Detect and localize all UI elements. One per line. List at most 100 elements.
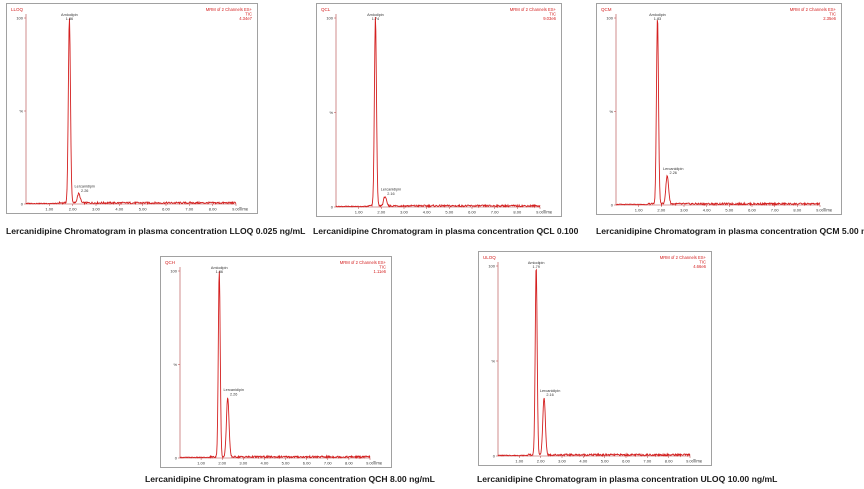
x-tick-label: 3.00 (400, 210, 409, 215)
x-tick-label: 1.00 (45, 207, 54, 212)
intensity-label: 1.11e6 (374, 269, 387, 274)
peak-rt-label: 2.26 (670, 171, 677, 175)
y-tick-label: % (609, 109, 613, 114)
y-tick-label: % (19, 109, 23, 114)
chromatogram-panel-qcl: QCL MRM of 2 Channels ES+ TIC 9.03e6 0% 100 1.… (316, 3, 562, 217)
sample-label: QCL (321, 7, 331, 12)
chromatogram-trace (25, 18, 237, 206)
x-tick-label: 6.00 (468, 210, 477, 215)
mrm-header: MRM of 2 Channels ES+ (790, 7, 837, 12)
x-axis-label: Time (543, 210, 553, 215)
y-tick-label: 100 (16, 16, 23, 21)
x-tick-label: 5.00 (601, 459, 610, 464)
peak-name-label: Amlodipin (211, 266, 228, 270)
peak-name-label: Lercanidipin (223, 388, 243, 392)
chromatogram-trace (497, 268, 691, 458)
x-tick-label: 6.00 (162, 207, 171, 212)
x-tick-label: 7.00 (324, 461, 333, 466)
peak-name-label: Amlodipin (367, 13, 384, 17)
chromatogram-trace (179, 271, 371, 460)
x-tick-label: 9.00 (816, 208, 825, 213)
x-tick-label: 4.00 (579, 459, 588, 464)
y-tick-label: % (491, 359, 495, 364)
x-tick-label: 8.00 (793, 208, 802, 213)
y-tick-label: % (173, 362, 177, 367)
peak-rt-label: 2.26 (230, 392, 237, 396)
y-tick-label: 0 (21, 202, 24, 207)
x-tick-label: 6.00 (748, 208, 757, 213)
tic-label: TIC (379, 265, 386, 270)
x-tick-label: 2.00 (377, 210, 386, 215)
tic-label: TIC (829, 12, 836, 17)
peak-rt-label: 1.86 (216, 270, 223, 274)
x-tick-label: 8.00 (345, 461, 354, 466)
mrm-header: MRM of 2 Channels ES+ (510, 7, 557, 12)
chart-frame (6, 3, 258, 214)
x-tick-label: 3.00 (92, 207, 101, 212)
x-tick-label: 5.00 (139, 207, 148, 212)
sample-label: LLOQ (11, 7, 24, 12)
chromatogram-panel-qch: QCH MRM of 2 Channels ES+ TIC 1.11e6 0% 100 1.… (160, 256, 392, 468)
tic-label: TIC (699, 260, 706, 265)
figure-caption: Lercanidipine Chromatogram in plasma con… (313, 226, 579, 236)
tic-label: TIC (549, 12, 556, 17)
chromatogram-trace (615, 20, 821, 207)
x-tick-label: 4.00 (703, 208, 712, 213)
x-tick-label: 2.00 (657, 208, 666, 213)
y-tick-label: 100 (170, 269, 177, 274)
peak-rt-label: 2.16 (387, 192, 394, 196)
intensity-label: 2.35e6 (823, 16, 836, 21)
intensity-label: 4.66e6 (693, 264, 706, 269)
x-tick-label: 4.00 (115, 207, 124, 212)
mrm-header: MRM of 2 Channels ES+ (660, 255, 707, 260)
x-tick-label: 4.00 (261, 461, 270, 466)
x-tick-label: 2.00 (69, 207, 78, 212)
intensity-label: 4.34e7 (239, 16, 252, 21)
peak-name-label: Amlodipin (528, 261, 545, 265)
y-tick-label: 100 (488, 264, 495, 269)
x-tick-label: 1.00 (197, 461, 206, 466)
chromatogram-panel-lloq: LLOQ MRM of 2 Channels ES+ TIC 4.34e7 0% 100 1… (6, 3, 258, 214)
chromatogram-panel-qcm: QCM MRM of 2 Channels ES+ TIC 2.35e6 0% 100 1.… (596, 3, 842, 215)
x-tick-label: 7.00 (185, 207, 194, 212)
mrm-header: MRM of 2 Channels ES+ (206, 7, 253, 12)
y-tick-label: 0 (611, 203, 614, 208)
x-axis-label: Time (693, 459, 703, 464)
sample-label: QCH (165, 260, 175, 265)
peak-rt-label: 1.79 (532, 265, 539, 269)
peak-name-label: Lercanidipin (381, 188, 401, 192)
x-tick-label: 4.00 (423, 210, 432, 215)
x-axis-label: Time (823, 208, 833, 213)
chart-frame (160, 256, 392, 468)
peak-name-label: Lercanidipin (540, 389, 560, 393)
x-tick-label: 8.00 (209, 207, 218, 212)
peak-rt-label: 2.26 (81, 189, 88, 193)
peak-name-label: Lercanidipin (663, 167, 683, 171)
peak-name-label: Amlodipin (61, 13, 78, 17)
x-tick-label: 3.00 (239, 461, 248, 466)
peak-rt-label: 1.83 (654, 17, 661, 21)
x-tick-label: 3.00 (680, 208, 689, 213)
mrm-header: MRM of 2 Channels ES+ (340, 260, 387, 265)
x-tick-label: 9.00 (536, 210, 545, 215)
y-tick-label: % (329, 110, 333, 115)
x-tick-label: 9.00 (686, 459, 695, 464)
peak-rt-label: 1.86 (66, 17, 73, 21)
chart-frame (478, 251, 712, 466)
x-tick-label: 2.00 (537, 459, 546, 464)
chart-frame (596, 3, 842, 215)
peak-name-label: Amlodipin (649, 13, 666, 17)
x-tick-label: 9.00 (232, 207, 241, 212)
x-tick-label: 8.00 (513, 210, 522, 215)
x-tick-label: 6.00 (303, 461, 312, 466)
x-tick-label: 7.00 (771, 208, 780, 213)
x-tick-label: 9.00 (366, 461, 375, 466)
x-tick-label: 3.00 (558, 459, 567, 464)
x-tick-label: 5.00 (282, 461, 291, 466)
x-axis-label: Time (373, 461, 383, 466)
chart-frame (316, 3, 562, 217)
x-axis-label: Time (239, 207, 249, 212)
